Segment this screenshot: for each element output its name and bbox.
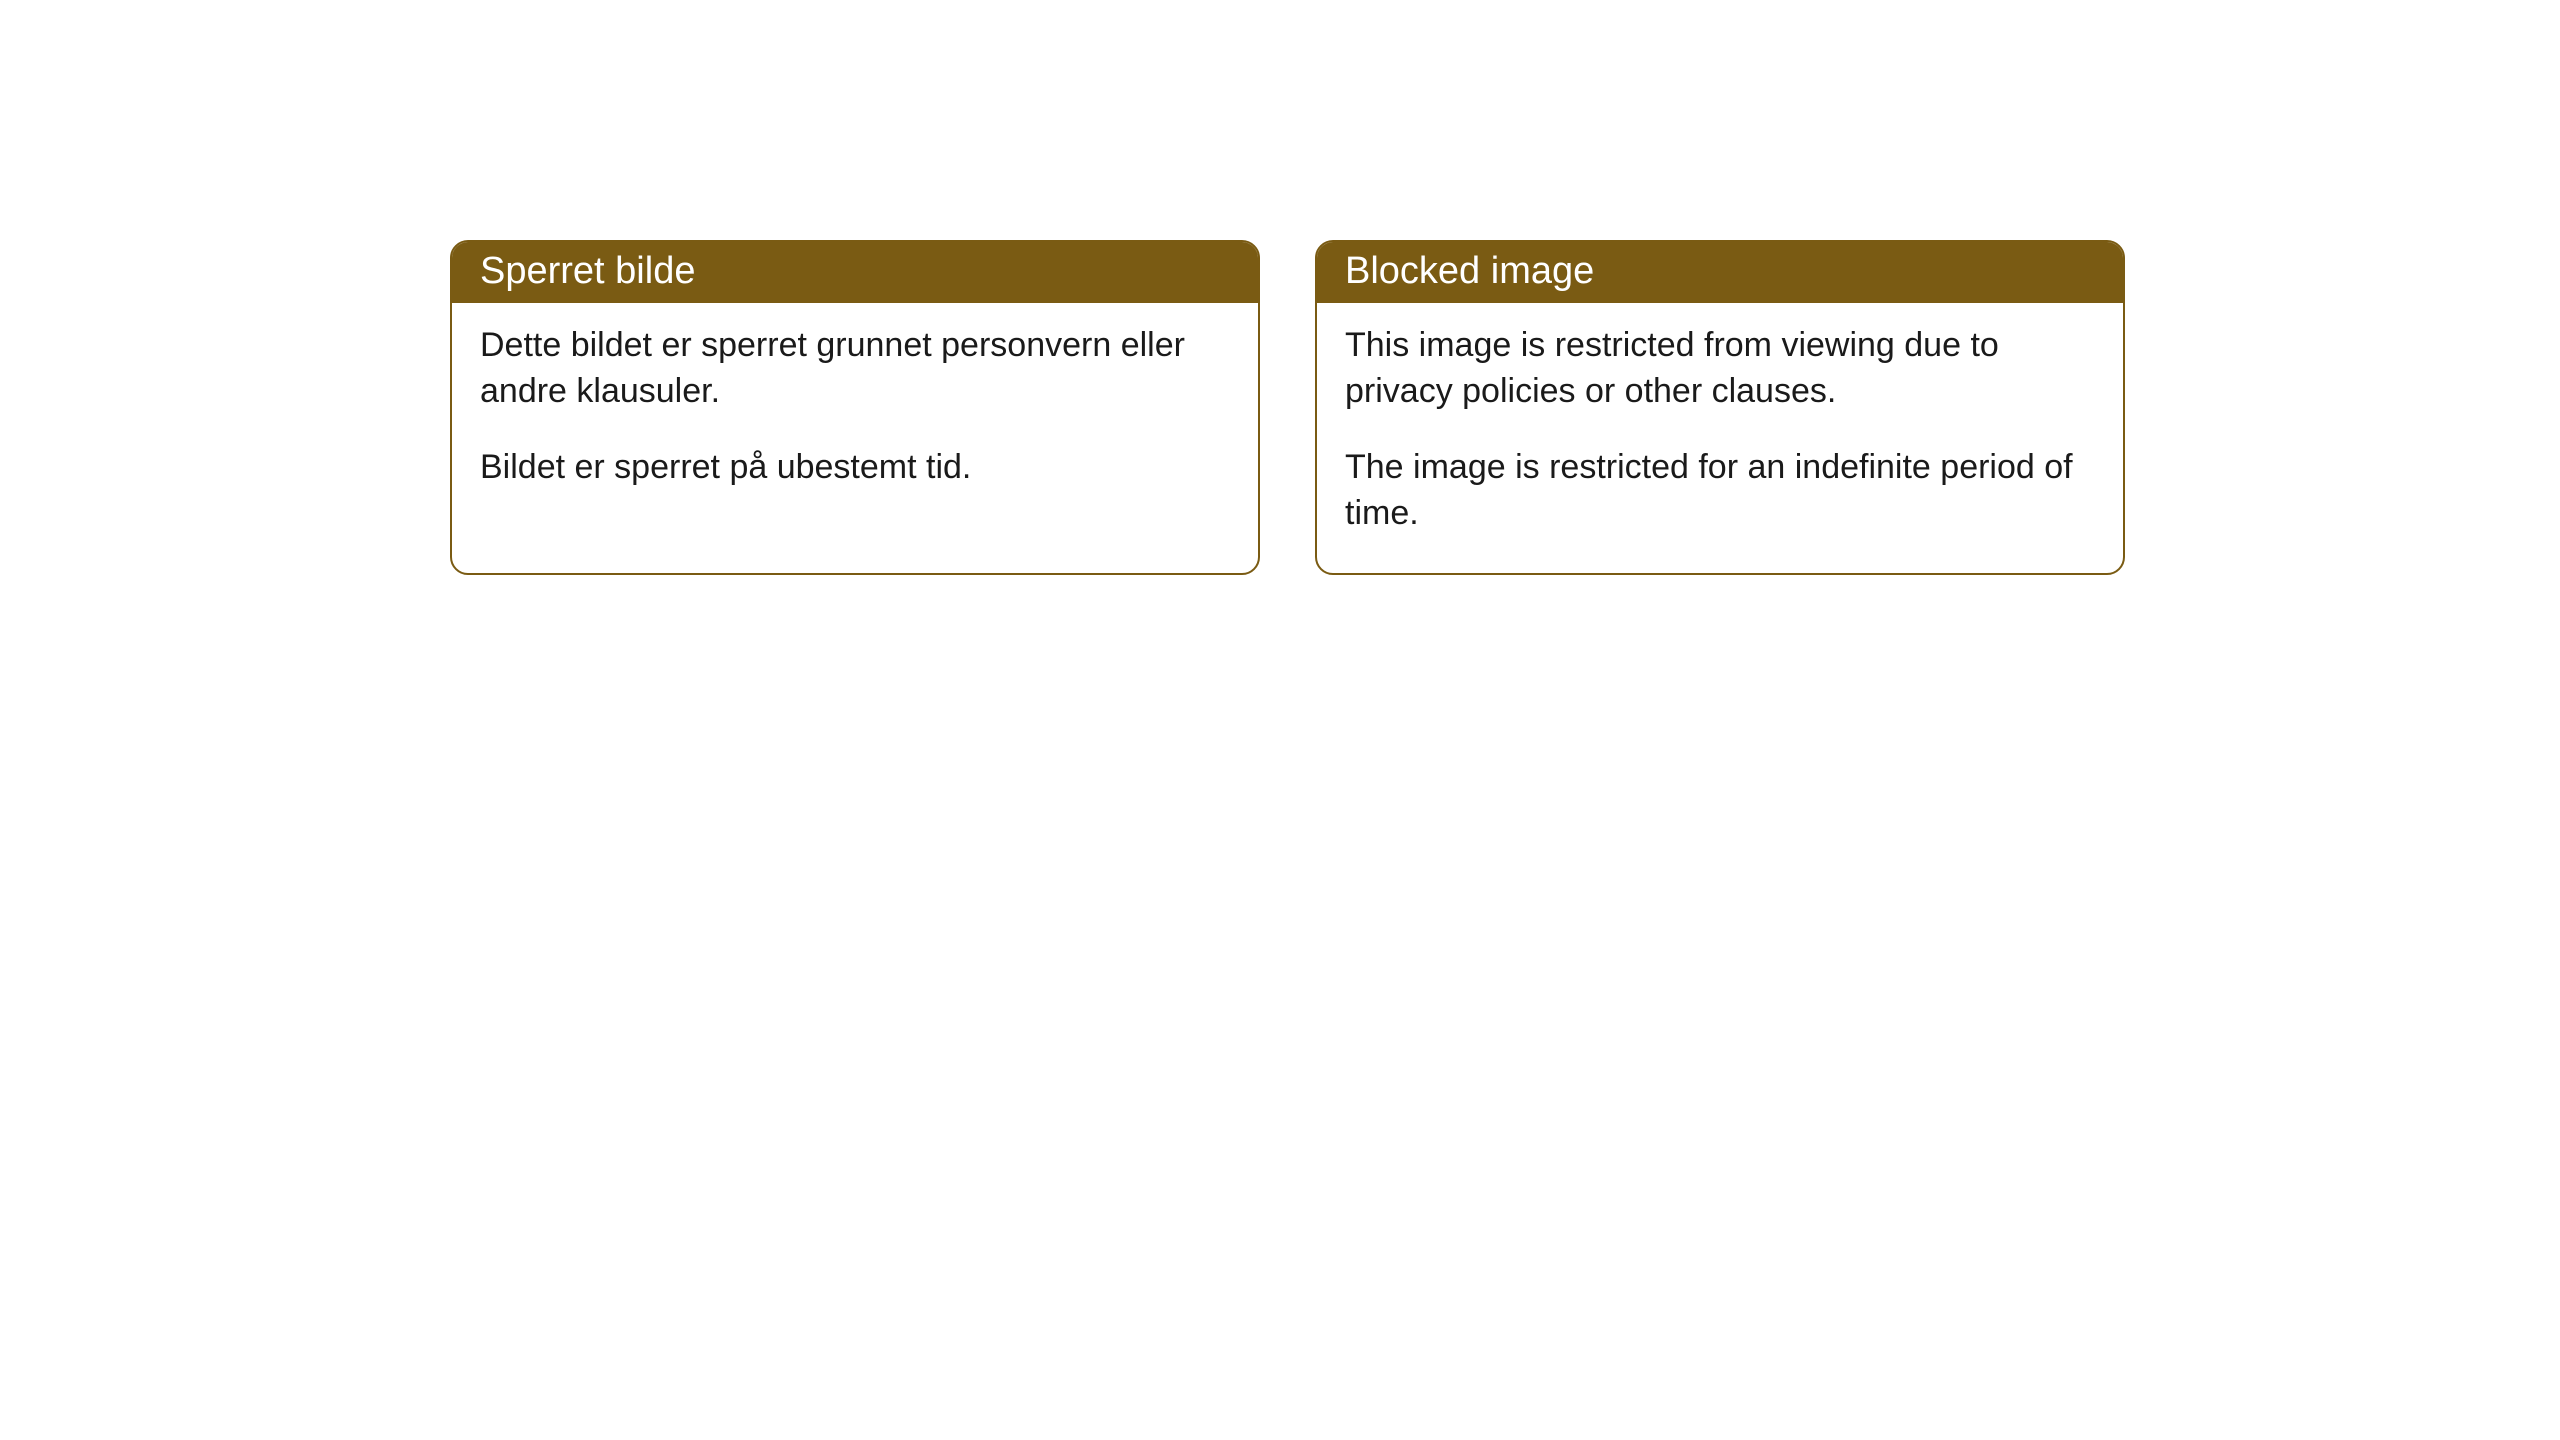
notice-card-english: Blocked image This image is restricted f… [1315,240,2125,575]
notice-text-reason: Dette bildet er sperret grunnet personve… [480,323,1230,415]
notice-text-duration: Bildet er sperret på ubestemt tid. [480,445,1230,491]
notice-body-english: This image is restricted from viewing du… [1317,303,2123,573]
notice-body-norwegian: Dette bildet er sperret grunnet personve… [452,303,1258,527]
notice-header-english: Blocked image [1317,242,2123,303]
notice-card-norwegian: Sperret bilde Dette bildet er sperret gr… [450,240,1260,575]
notice-text-reason: This image is restricted from viewing du… [1345,323,2095,415]
notice-text-duration: The image is restricted for an indefinit… [1345,445,2095,537]
notice-container: Sperret bilde Dette bildet er sperret gr… [450,240,2125,575]
notice-header-norwegian: Sperret bilde [452,242,1258,303]
